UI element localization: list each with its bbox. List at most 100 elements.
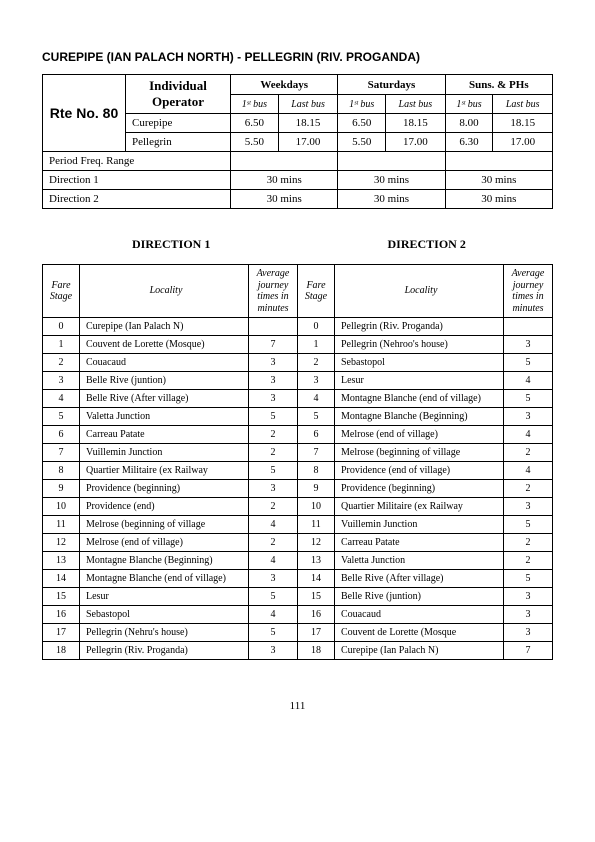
fare-row: 4Belle Rive (After village)34Montagne Bl…: [43, 390, 553, 408]
locality-cell: Lesur: [335, 372, 504, 390]
avg-cell: 5: [504, 570, 553, 588]
stage-cell: 18: [43, 642, 80, 660]
stage-cell: 15: [43, 588, 80, 606]
time-cell: 6.50: [231, 114, 279, 133]
locality-cell: Montagne Blanche (Beginning): [335, 408, 504, 426]
locality-cell: Melrose (end of village): [335, 426, 504, 444]
stage-cell: 8: [298, 462, 335, 480]
stage-cell: 15: [298, 588, 335, 606]
direction-label: Direction 2: [43, 190, 231, 209]
locality-cell: Valetta Junction: [335, 552, 504, 570]
avg-cell: 4: [249, 516, 298, 534]
avg-cell: [504, 318, 553, 336]
locality-cell: Melrose (beginning of village: [80, 516, 249, 534]
avg-cell: 3: [249, 570, 298, 588]
freq-cell: 30 mins: [445, 171, 552, 190]
stage-cell: 11: [298, 516, 335, 534]
avg-cell: 5: [504, 390, 553, 408]
avg-cell: 4: [504, 462, 553, 480]
direction-titles-row: DIRECTION 1 DIRECTION 2: [42, 237, 553, 252]
stage-cell: 9: [298, 480, 335, 498]
stage-cell: 13: [298, 552, 335, 570]
locality-cell: Belle Rive (After village): [80, 390, 249, 408]
stage-cell: 6: [298, 426, 335, 444]
fare-row: 8Quartier Militaire (ex Railway58Provide…: [43, 462, 553, 480]
stage-cell: 16: [43, 606, 80, 624]
first-bus-label: 1ˢᵗ bus: [338, 95, 386, 114]
locality-cell: Vuillemin Junction: [335, 516, 504, 534]
locality-cell: Curepipe (Ian Palach N): [335, 642, 504, 660]
time-cell: 5.50: [338, 133, 386, 152]
freq-cell: 30 mins: [231, 171, 338, 190]
fare-row: 9Providence (beginning)39Providence (beg…: [43, 480, 553, 498]
stage-cell: 14: [298, 570, 335, 588]
fare-row: 15Lesur515Belle Rive (juntion)3: [43, 588, 553, 606]
stage-cell: 0: [43, 318, 80, 336]
time-cell: 18.15: [278, 114, 338, 133]
fare-row: 5Valetta Junction55Montagne Blanche (Beg…: [43, 408, 553, 426]
locality-cell: Curepipe (Ian Palach N): [80, 318, 249, 336]
avg-cell: 4: [249, 606, 298, 624]
locality-cell: Sebastopol: [335, 354, 504, 372]
avg-cell: 3: [504, 498, 553, 516]
avg-cell: 5: [249, 408, 298, 426]
avg-cell: 2: [249, 444, 298, 462]
stage-cell: 2: [43, 354, 80, 372]
locality-cell: Montagne Blanche (end of village): [80, 570, 249, 588]
freq-cell: 30 mins: [338, 190, 445, 209]
stage-cell: 11: [43, 516, 80, 534]
fare-row: 12Melrose (end of village)212Carreau Pat…: [43, 534, 553, 552]
stage-cell: 14: [43, 570, 80, 588]
stage-cell: 8: [43, 462, 80, 480]
avg-cell: 3: [249, 480, 298, 498]
schedule-table: Rte No. 80 Individual Operator Weekdays …: [42, 74, 553, 209]
avg-time-header: Average journey times in minutes: [249, 265, 298, 318]
avg-cell: 2: [249, 534, 298, 552]
locality-cell: Couacaud: [80, 354, 249, 372]
stage-cell: 4: [43, 390, 80, 408]
locality-cell: Pellegrin (Nehroo's house): [335, 336, 504, 354]
stage-cell: 16: [298, 606, 335, 624]
locality-cell: Melrose (end of village): [80, 534, 249, 552]
locality-cell: Pellegrin (Riv. Proganda): [80, 642, 249, 660]
locality-cell: Belle Rive (juntion): [335, 588, 504, 606]
fare-row: 17Pellegrin (Nehru's house)517Couvent de…: [43, 624, 553, 642]
time-cell: 18.15: [386, 114, 446, 133]
fare-stage-table: Fare Stage Locality Average journey time…: [42, 264, 553, 660]
avg-cell: 3: [504, 624, 553, 642]
route-number-cell: Rte No. 80: [43, 75, 126, 152]
direction-freq-row: Direction 2 30 mins 30 mins 30 mins: [43, 190, 553, 209]
locality-cell: Couvent de Lorette (Mosque: [335, 624, 504, 642]
avg-cell: 2: [504, 444, 553, 462]
stage-cell: 3: [43, 372, 80, 390]
time-cell: 6.50: [338, 114, 386, 133]
stage-cell: 2: [298, 354, 335, 372]
weekdays-header: Weekdays: [231, 75, 338, 95]
avg-cell: 5: [504, 516, 553, 534]
avg-cell: 3: [249, 354, 298, 372]
locality-cell: Belle Rive (juntion): [80, 372, 249, 390]
locality-cell: Providence (end): [80, 498, 249, 516]
individual-operator-header: Individual Operator: [126, 75, 231, 114]
locality-cell: Carreau Patate: [335, 534, 504, 552]
stage-cell: 12: [298, 534, 335, 552]
freq-cell: 30 mins: [231, 190, 338, 209]
locality-cell: Quartier Militaire (ex Railway: [335, 498, 504, 516]
last-bus-label: Last bus: [386, 95, 446, 114]
stage-cell: 7: [298, 444, 335, 462]
page-title: CUREPIPE (IAN PALACH NORTH) - PELLEGRIN …: [42, 50, 553, 64]
locality-cell: Belle Rive (After village): [335, 570, 504, 588]
fare-row: 0Curepipe (Ian Palach N)0Pellegrin (Riv.…: [43, 318, 553, 336]
locality-cell: Vuillemin Junction: [80, 444, 249, 462]
last-bus-label: Last bus: [493, 95, 553, 114]
freq-cell: 30 mins: [445, 190, 552, 209]
avg-cell: 3: [249, 372, 298, 390]
avg-cell: 4: [249, 552, 298, 570]
time-cell: 17.00: [278, 133, 338, 152]
locality-header: Locality: [80, 265, 249, 318]
avg-cell: 4: [504, 372, 553, 390]
stage-cell: 9: [43, 480, 80, 498]
direction-freq-row: Direction 1 30 mins 30 mins 30 mins: [43, 171, 553, 190]
stage-cell: 10: [43, 498, 80, 516]
locality-cell: Carreau Patate: [80, 426, 249, 444]
